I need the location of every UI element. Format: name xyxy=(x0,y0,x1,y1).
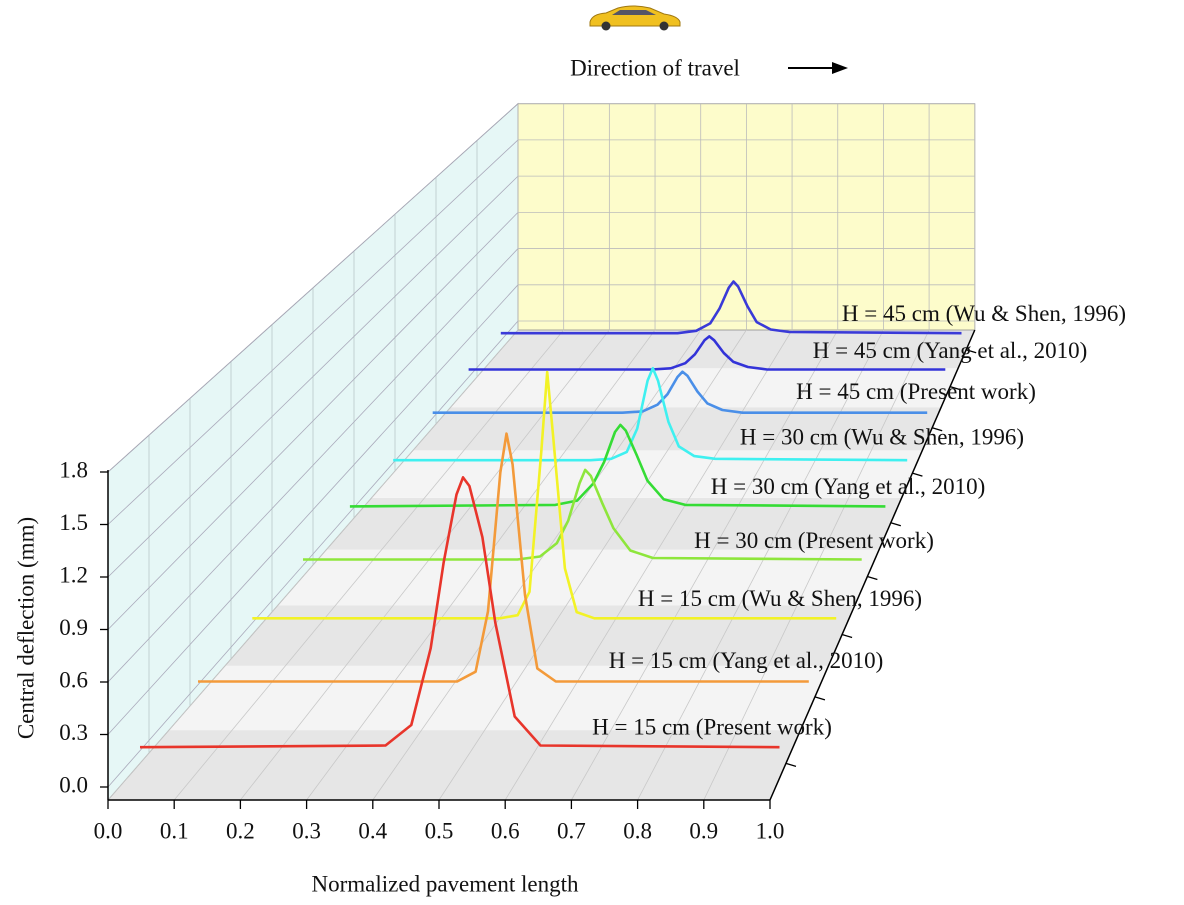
floor-band xyxy=(225,605,855,666)
series-line xyxy=(432,370,928,414)
series-label: H = 30 cm (Present work) xyxy=(694,528,934,553)
grid-line xyxy=(107,175,519,578)
y-tick-label: 1.5 xyxy=(59,510,88,535)
x-tick-label: 0.5 xyxy=(425,818,454,843)
floor-band xyxy=(108,730,801,800)
grid-line xyxy=(438,329,747,801)
grid-line xyxy=(107,284,519,735)
grid-line xyxy=(107,248,519,683)
depth-axis xyxy=(769,329,976,801)
depth-tick xyxy=(785,762,797,767)
y-axis-title: Central deflection (mm) xyxy=(13,517,38,739)
grid-line xyxy=(173,329,564,801)
y-tick-label: 1.8 xyxy=(59,457,88,482)
series-line xyxy=(139,476,780,749)
walls xyxy=(107,102,976,802)
y-tick-label: 0.9 xyxy=(59,615,88,640)
y-tick-label: 1.2 xyxy=(59,562,88,587)
series-label: H = 45 cm (Wu & Shen, 1996) xyxy=(842,301,1126,326)
series-label: H = 30 cm (Wu & Shen, 1996) xyxy=(740,424,1024,449)
x-axis-title: Normalized pavement length xyxy=(312,871,579,896)
x-tick-label: 0.4 xyxy=(358,818,387,843)
x-tick-label: 0.0 xyxy=(94,818,123,843)
series-line xyxy=(500,280,962,335)
grid-line xyxy=(107,329,519,801)
floor-band xyxy=(450,368,959,408)
series-label: H = 45 cm (Yang et al., 2010) xyxy=(813,338,1087,363)
series-label: H = 30 cm (Yang et al., 2010) xyxy=(711,474,985,499)
grid-line xyxy=(240,329,610,801)
x-tick-label: 0.2 xyxy=(226,818,255,843)
floor-band xyxy=(277,549,880,606)
floor-band xyxy=(326,497,902,550)
series-line xyxy=(393,366,908,462)
direction-label: Direction of travel xyxy=(570,55,740,80)
grid-line xyxy=(637,329,884,801)
y-tick-label: 0.6 xyxy=(59,667,88,692)
grid-line xyxy=(107,320,519,788)
series-line xyxy=(198,432,809,683)
x-tick-label: 0.3 xyxy=(292,818,321,843)
grid-line xyxy=(571,329,839,801)
series-line xyxy=(468,335,946,371)
x-tick-label: 0.7 xyxy=(557,818,586,843)
car-body xyxy=(589,5,681,27)
y-tick-label: 0.3 xyxy=(59,720,88,745)
grid-line xyxy=(372,329,702,801)
x-tick-label: 0.8 xyxy=(623,818,652,843)
x-tick-label: 0.6 xyxy=(491,818,520,843)
arrow-head xyxy=(832,62,848,74)
x-tick-label: 0.1 xyxy=(160,818,189,843)
grid-line xyxy=(306,329,656,801)
grid-line xyxy=(107,212,519,630)
car-window xyxy=(612,10,656,15)
series-line xyxy=(303,468,862,561)
series-label: H = 15 cm (Present work) xyxy=(592,715,832,740)
series-line xyxy=(252,370,837,620)
depth-tick xyxy=(814,696,826,701)
series-label: H = 15 cm (Wu & Shen, 1996) xyxy=(638,586,922,611)
depth-tick xyxy=(912,472,923,477)
car-icon xyxy=(589,5,681,31)
depth-tick xyxy=(965,349,977,354)
floor-band xyxy=(484,330,975,369)
depth-tick xyxy=(931,427,943,432)
x-tick-label: 1.0 xyxy=(756,818,785,843)
series-label: H = 15 cm (Yang et al., 2010) xyxy=(609,648,883,673)
depth-tick xyxy=(841,633,853,639)
y-tick-label: 0.0 xyxy=(59,772,88,797)
grid-line xyxy=(504,329,793,801)
x-tick-label: 0.9 xyxy=(689,818,718,843)
grid-line xyxy=(107,103,519,473)
series-label: H = 45 cm (Present work) xyxy=(796,379,1036,404)
depth-tick xyxy=(949,386,961,391)
car-wheel xyxy=(659,21,669,31)
car-wheel xyxy=(601,21,611,31)
grid-line xyxy=(703,329,930,801)
floor-band xyxy=(371,450,923,498)
series-line xyxy=(349,423,886,508)
grid-line xyxy=(107,139,519,525)
depth-tick xyxy=(890,522,902,527)
depth-tick xyxy=(867,575,878,581)
